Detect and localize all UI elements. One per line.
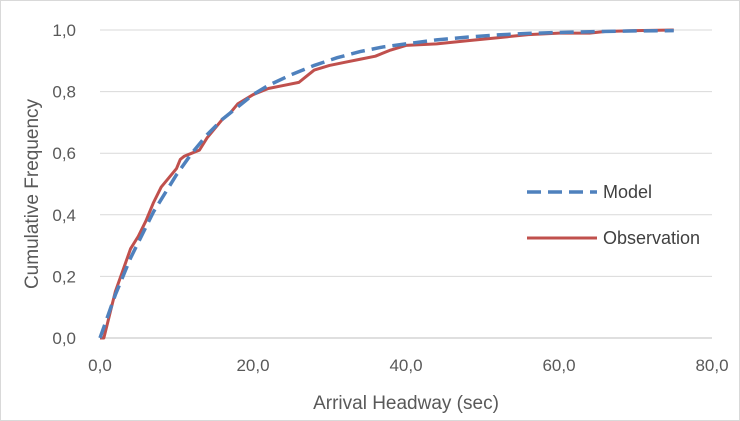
- series-line-observation: [100, 28, 674, 340]
- y-axis-title: Cumulative Frequency: [22, 98, 43, 289]
- y-tick-label: 1,0: [52, 21, 76, 40]
- legend: Model Observation: [527, 182, 700, 248]
- y-tick-label: 0,8: [52, 83, 76, 102]
- x-tick-label: 40,0: [389, 356, 422, 375]
- y-tick-labels: 0,0 0,2 0,4 0,6 0,8 1,0: [52, 21, 76, 348]
- x-tick-label: 60,0: [542, 356, 575, 375]
- legend-model-label: Model: [603, 182, 652, 202]
- y-tick-label: 0,0: [52, 329, 76, 348]
- y-tick-label: 0,4: [52, 206, 76, 225]
- y-tick-label: 0,2: [52, 267, 76, 286]
- x-tick-label: 80,0: [695, 356, 728, 375]
- x-axis-title: Arrival Headway (sec): [313, 393, 499, 414]
- x-tick-label: 20,0: [236, 356, 269, 375]
- legend-observation-label: Observation: [603, 228, 700, 248]
- series-line-model: [98, 28, 674, 339]
- x-tick-labels: 0,0 20,0 40,0 60,0 80,0: [88, 356, 728, 375]
- x-tick-label: 0,0: [88, 356, 112, 375]
- series-layer: [98, 28, 674, 340]
- y-tick-label: 0,6: [52, 144, 76, 163]
